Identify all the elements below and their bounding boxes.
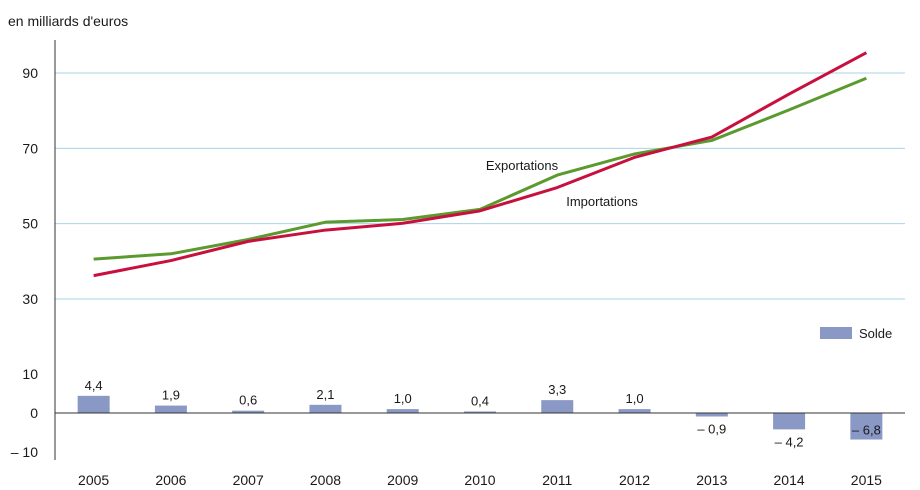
x-tick-label: 2010 — [464, 472, 495, 488]
x-tick-label: 2011 — [542, 472, 572, 488]
x-tick-label: 2015 — [851, 472, 882, 488]
x-tick-label: 2005 — [78, 472, 109, 488]
solde-bar — [154, 405, 187, 413]
x-tick-label: 2007 — [233, 472, 264, 488]
y-tick-label: 30 — [22, 291, 38, 307]
y-axis: – 10 0 10 30 50 70 90 — [11, 40, 56, 460]
solde-bar — [386, 409, 419, 413]
gridlines — [55, 72, 905, 300]
x-axis: 2005 2006 2007 2008 2009 2010 2011 2012 2013 2014… — [78, 472, 882, 488]
solde-data-label: 1,9 — [162, 388, 180, 403]
series-lines — [93, 51, 868, 278]
solde-bar — [232, 410, 265, 413]
solde-bar — [850, 413, 883, 440]
solde-data-label: – 6,8 — [852, 423, 881, 438]
annotations: 4,4 1,9 0,6 2,1 1,0 0,4 3,3 1,0 – 0,9 – 4,2 – 6,8 E… — [85, 158, 881, 449]
solde-data-label: 2,1 — [316, 387, 334, 402]
legend-label-solde: Solde — [859, 326, 892, 341]
solde-bar — [773, 413, 806, 430]
x-tick-label: 2009 — [387, 472, 418, 488]
x-tick-label: 2008 — [310, 472, 341, 488]
y-tick-label: 50 — [22, 216, 38, 232]
solde-bar — [77, 395, 110, 413]
solde-data-label: 1,0 — [626, 391, 644, 406]
solde-data-label: 4,4 — [85, 378, 103, 393]
solde-data-label: 0,6 — [239, 393, 257, 408]
x-tick-label: 2013 — [696, 472, 727, 488]
solde-bar — [541, 400, 574, 413]
solde-data-label: 3,3 — [548, 382, 566, 397]
legend: Solde — [820, 326, 892, 341]
solde-data-label: 1,0 — [394, 391, 412, 406]
importations-label: Importations — [566, 194, 638, 209]
solde-data-label: – 4,2 — [775, 434, 804, 449]
solde-bar — [309, 404, 342, 413]
solde-bar — [695, 413, 728, 417]
solde-data-label: – 0,9 — [697, 422, 726, 437]
importations-line — [93, 51, 868, 278]
exportations-label: Exportations — [486, 158, 559, 173]
x-tick-label: 2014 — [774, 472, 805, 488]
y-tick-label: 70 — [22, 140, 38, 156]
y-tick-label: 90 — [22, 65, 38, 81]
solde-data-label: 0,4 — [471, 393, 489, 408]
y-tick-label: 10 — [22, 366, 38, 382]
solde-bar — [464, 411, 496, 413]
y-tick-label: – 10 — [11, 444, 38, 460]
exportations-line — [93, 76, 867, 261]
solde-bar — [618, 409, 651, 413]
x-tick-label: 2012 — [619, 472, 650, 488]
legend-swatch-solde — [820, 327, 852, 339]
unit-label: en milliards d'euros — [8, 13, 128, 29]
y-tick-label: 0 — [30, 405, 38, 421]
x-tick-label: 2006 — [155, 472, 186, 488]
solde-bars — [77, 395, 883, 440]
